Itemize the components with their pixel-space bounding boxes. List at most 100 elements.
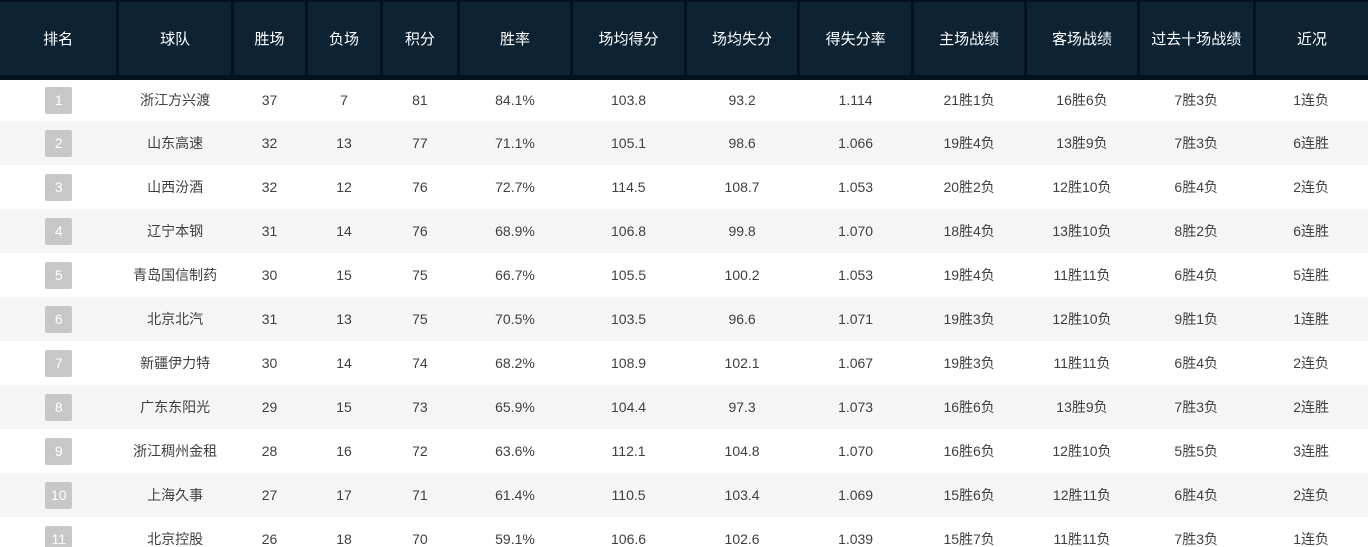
cell-points: 75: [412, 267, 428, 283]
cell-avg_for: 114.5: [611, 179, 646, 195]
rank-badge: 7: [45, 349, 73, 377]
cell-wins: 30: [261, 355, 278, 371]
cell-team: 新疆伊力特: [140, 355, 211, 371]
table-row: 11 北京控股 26 18 70 59.1% 106.6 102.6 1.039 15胜7负 11胜…: [0, 517, 1368, 547]
cell-home: 21胜1负: [943, 92, 995, 109]
cell-avg_against: 98.6: [728, 135, 756, 151]
cell-win_rate: 70.5%: [495, 311, 535, 327]
header-rank: 排名: [0, 0, 118, 80]
table-row: 5 青岛国信制药 30 15 75 66.7% 105.5 100.2 1.053 19胜4负 11…: [0, 253, 1368, 297]
cell-last10: 6胜4负: [1174, 487, 1218, 503]
cell-avg_against: 102.6: [724, 531, 760, 547]
cell-ratio: 1.114: [838, 92, 873, 109]
cell-last10: 7胜3负: [1174, 531, 1218, 547]
cell-avg_against: 102.1: [724, 355, 760, 371]
cell-rank: 11: [0, 517, 118, 547]
cell-ratio: 1.066: [838, 135, 874, 151]
cell-ratio: 1.070: [838, 443, 874, 459]
cell-wins: 32: [261, 135, 278, 151]
cell-rank: 6: [0, 297, 118, 341]
cell-points: 70: [412, 531, 428, 547]
cell-avg_against: 99.8: [728, 223, 756, 239]
rank-badge: 6: [45, 305, 73, 333]
cell-rank: 10: [0, 473, 118, 517]
table-row: 1 浙江方兴渡 37 7 81 84.1% 103.8 93.2 1.114 21胜1负 16胜6负…: [0, 77, 1368, 121]
cell-losses: 13: [336, 135, 352, 151]
cell-avg_against: 100.2: [724, 267, 760, 283]
header-ratio: 得失分率: [797, 0, 913, 80]
cell-win_rate: 63.6%: [495, 443, 535, 459]
cell-avg_for: 103.5: [611, 311, 647, 327]
table-row: 7 新疆伊力特 30 14 74 68.2% 108.9 102.1 1.067 19胜3负 11胜…: [0, 341, 1368, 385]
cell-streak: 6连胜: [1293, 223, 1330, 239]
cell-away: 12胜11负: [1052, 487, 1112, 503]
cell-streak: 1连负: [1293, 92, 1330, 109]
cell-rank: 3: [0, 165, 118, 209]
cell-losses: 15: [336, 267, 352, 283]
cell-points: 76: [412, 223, 428, 239]
cell-ratio: 1.071: [838, 311, 874, 327]
cell-away: 13胜10负: [1052, 223, 1112, 239]
rank-badge: 9: [45, 437, 73, 465]
header-streak: 近况: [1252, 0, 1368, 80]
cell-wins: 28: [261, 443, 278, 459]
rank-badge: 4: [45, 217, 73, 245]
table-row: 9 浙江稠州金租 28 16 72 63.6% 112.1 104.8 1.070 16胜6负 12…: [0, 429, 1368, 473]
cell-team: 上海久事: [147, 487, 204, 503]
rank-badge: 2: [45, 129, 73, 157]
cell-team: 浙江稠州金租: [133, 443, 218, 459]
cell-avg_against: 108.7: [724, 179, 760, 195]
rank-badge: 3: [45, 173, 73, 201]
cell-points: 73: [412, 399, 428, 415]
cell-win_rate: 66.7%: [495, 267, 535, 283]
cell-last10: 7胜3负: [1174, 135, 1218, 151]
cell-avg_for: 105.5: [611, 267, 647, 283]
header-team: 球队: [116, 0, 233, 80]
rank-badge: 5: [45, 261, 73, 289]
cell-points: 72: [412, 443, 428, 459]
cell-home: 19胜4负: [943, 267, 995, 283]
cell-win_rate: 84.1%: [495, 92, 535, 109]
header-home: 主场战绩: [910, 0, 1026, 80]
cell-away: 12胜10负: [1052, 311, 1112, 327]
cell-ratio: 1.053: [838, 267, 874, 283]
cell-wins: 32: [261, 179, 278, 195]
cell-rank: 9: [0, 429, 118, 473]
cell-last10: 6胜4负: [1174, 355, 1218, 371]
header-away: 客场战绩: [1024, 0, 1139, 80]
cell-last10: 6胜4负: [1174, 267, 1218, 283]
standings-body: 1 浙江方兴渡 37 7 81 84.1% 103.8 93.2 1.114 21胜1负 16胜6负…: [0, 77, 1368, 547]
table-row: 8 广东东阳光 29 15 73 65.9% 104.4 97.3 1.073 16胜6负 13胜9…: [0, 385, 1368, 429]
cell-away: 11胜11负: [1053, 267, 1111, 283]
cell-avg_for: 105.1: [611, 135, 647, 151]
cell-away: 13胜9负: [1056, 399, 1108, 415]
cell-streak: 2连负: [1293, 355, 1330, 371]
cell-win_rate: 72.7%: [495, 179, 535, 195]
cell-away: 12胜10负: [1052, 443, 1112, 459]
cell-streak: 2连负: [1293, 487, 1330, 503]
cell-home: 16胜6负: [943, 443, 995, 459]
cell-losses: 15: [336, 399, 352, 415]
cell-points: 75: [412, 311, 428, 327]
cell-ratio: 1.067: [838, 355, 874, 371]
header-losses: 负场: [304, 0, 382, 80]
cell-rank: 7: [0, 341, 118, 385]
cell-wins: 29: [261, 399, 278, 415]
cell-last10: 9胜1负: [1174, 311, 1218, 327]
cell-points: 77: [412, 135, 428, 151]
cell-avg_against: 97.3: [728, 399, 756, 415]
cell-losses: 13: [336, 311, 352, 327]
cell-losses: 14: [336, 355, 352, 371]
cell-ratio: 1.039: [838, 531, 874, 547]
cell-streak: 2连胜: [1293, 399, 1330, 415]
header-points: 积分: [380, 0, 459, 80]
cell-away: 11胜11负: [1053, 531, 1111, 547]
cell-ratio: 1.069: [838, 487, 874, 503]
cell-avg_for: 110.5: [611, 487, 646, 503]
cell-streak: 6连胜: [1293, 135, 1330, 151]
cell-wins: 31: [261, 223, 278, 239]
cell-home: 19胜3负: [943, 311, 995, 327]
cell-team: 北京北汽: [147, 311, 204, 327]
